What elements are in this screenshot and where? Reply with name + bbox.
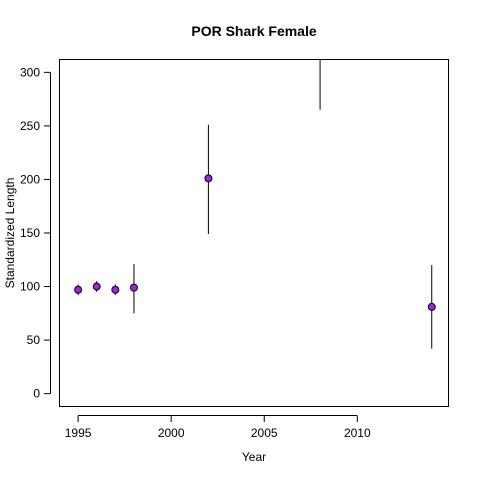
x-tick-label: 2000 (158, 426, 185, 440)
y-tick-label: 50 (27, 333, 41, 347)
data-series (74, 59, 436, 349)
data-point (111, 285, 120, 294)
y-tick-label: 0 (33, 387, 40, 401)
y-tick-label: 100 (20, 280, 40, 294)
data-point (92, 282, 101, 291)
x-tick-label: 1995 (65, 426, 92, 440)
x-tick-label: 2005 (251, 426, 278, 440)
data-point (204, 174, 213, 183)
y-axis: 0 50 100 150 200 250 300 (20, 65, 51, 401)
y-tick-label: 300 (20, 65, 40, 79)
x-tick-label: 2010 (344, 426, 371, 440)
plot-frame (59, 59, 449, 407)
plot-area (59, 59, 449, 407)
data-point (427, 302, 436, 311)
data-point (129, 283, 138, 292)
y-tick-label: 200 (20, 172, 40, 186)
y-axis-label: Standardized Length (3, 178, 17, 289)
y-tick-label: 250 (20, 119, 40, 133)
x-axis-label: Year (242, 450, 266, 464)
x-axis: 1995 2000 2005 2010 (65, 415, 371, 440)
chart-title: POR Shark Female (191, 23, 316, 39)
data-point (74, 285, 83, 294)
y-tick-label: 150 (20, 226, 40, 240)
